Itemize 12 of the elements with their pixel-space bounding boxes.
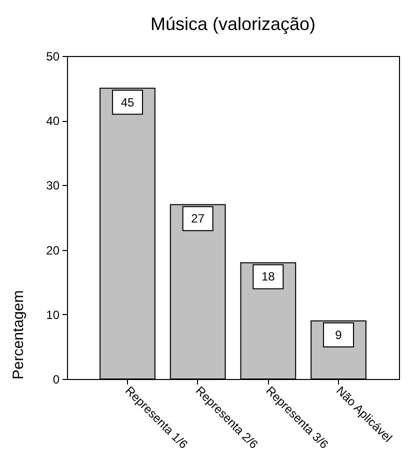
data-label: 27 — [191, 212, 205, 226]
data-label: 9 — [335, 328, 342, 342]
y-tick-label: 30 — [46, 178, 60, 193]
data-label: 18 — [261, 270, 276, 284]
chart-title: Música (valorização) — [150, 14, 316, 34]
y-tick-label: 50 — [46, 50, 60, 64]
y-tick-label: 40 — [46, 114, 60, 128]
y-tick-label: 20 — [46, 243, 60, 258]
data-label: 45 — [120, 95, 134, 110]
y-axis-title: Percentagem — [10, 290, 28, 380]
y-tick-label: 10 — [46, 308, 60, 322]
y-tick-label: 0 — [52, 372, 60, 386]
